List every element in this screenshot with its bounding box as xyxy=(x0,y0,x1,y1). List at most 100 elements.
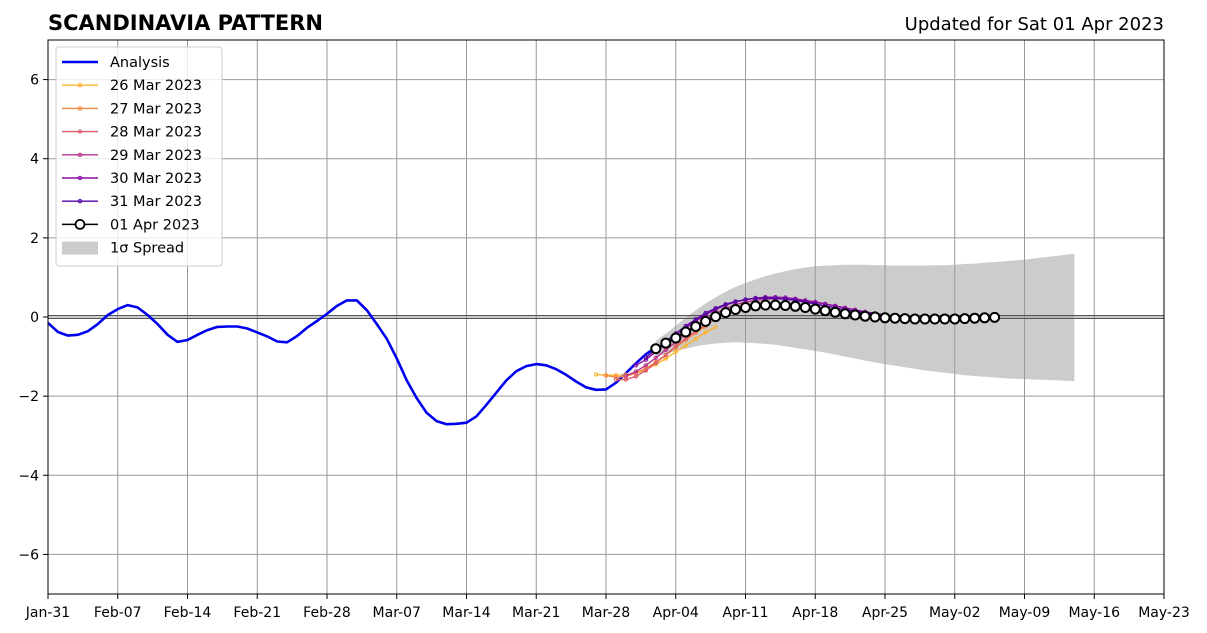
legend-entry-29-mar-2023: 29 Mar 2023 xyxy=(62,148,202,164)
series-point-01-apr-2023-6 xyxy=(710,311,722,323)
series-point-31-mar-2023-7 xyxy=(713,306,718,311)
legend-label: 1σ Spread xyxy=(110,241,184,257)
series-point-01-apr-2023-30 xyxy=(949,313,961,325)
series-point-26-mar-2023-12 xyxy=(713,324,718,330)
legend-entry-1-spread: 1σ Spread xyxy=(62,241,184,257)
legend-items: Analysis 26 Mar 2023 27 Mar 2023 28 Mar 202… xyxy=(62,55,202,257)
series-point-01-apr-2023-5 xyxy=(700,315,712,327)
axis-ticks-layer: Jan-31 Feb-07 Feb-14 Feb-21 Feb-28 Mar-07 Mar-… xyxy=(18,73,1189,621)
series-point-01-apr-2023-16 xyxy=(809,303,821,315)
legend-label: 01 Apr 2023 xyxy=(110,217,200,233)
x-tick-label: Apr-25 xyxy=(862,605,908,621)
series-point-01-apr-2023-8 xyxy=(730,304,741,315)
series-point-01-apr-2023-3 xyxy=(680,326,692,338)
legend-entry-01-apr-2023: 01 Apr 2023 xyxy=(62,217,200,233)
series-point-01-apr-2023-25 xyxy=(899,313,911,325)
legend-label: 31 Mar 2023 xyxy=(110,194,202,210)
series-point-28-mar-2023-3 xyxy=(643,368,649,373)
x-tick-label: Apr-11 xyxy=(722,605,768,621)
chart-title: SCANDINAVIA PATTERN xyxy=(48,11,323,35)
legend-entry-30-mar-2023: 30 Mar 2023 xyxy=(62,171,202,187)
legend-swatch-marker xyxy=(77,199,83,204)
series-point-28-mar-2023-5 xyxy=(663,352,668,358)
series-point-01-apr-2023-4 xyxy=(690,321,702,332)
series-point-01-apr-2023-29 xyxy=(939,313,951,325)
series-point-31-mar-2023-9 xyxy=(733,299,738,304)
legend-entry-28-mar-2023: 28 Mar 2023 xyxy=(62,125,202,141)
legend-label: Analysis xyxy=(110,55,170,71)
series-point-29-mar-2023-2 xyxy=(643,363,649,368)
series-point-01-apr-2023-9 xyxy=(740,302,751,313)
legend-swatch-marker xyxy=(74,218,86,230)
series-point-29-mar-2023-1 xyxy=(633,369,639,374)
legend-swatch-marker xyxy=(77,83,83,88)
series-point-29-mar-2023-0 xyxy=(623,373,629,378)
legend-label: 26 Mar 2023 xyxy=(110,78,202,94)
series-point-01-apr-2023-34 xyxy=(989,311,1001,323)
x-tick-label: May-09 xyxy=(999,605,1051,621)
series-point-01-apr-2023-13 xyxy=(779,300,791,311)
series-point-01-apr-2023-21 xyxy=(859,310,871,322)
x-tick-label: Jan-31 xyxy=(25,605,70,621)
x-tick-label: Feb-28 xyxy=(303,605,351,621)
legend-entry-27-mar-2023: 27 Mar 2023 xyxy=(62,101,202,117)
series-point-01-apr-2023-27 xyxy=(919,313,931,325)
series-point-29-mar-2023-3 xyxy=(653,355,658,360)
y-tick-label: −4 xyxy=(18,468,39,484)
x-tick-label: Mar-07 xyxy=(373,605,421,621)
legend-swatch-spread xyxy=(62,241,98,255)
x-tick-label: Apr-04 xyxy=(653,605,699,621)
series-point-28-mar-2023-2 xyxy=(633,374,639,379)
x-tick-label: Feb-07 xyxy=(94,605,142,621)
x-tick-label: Apr-18 xyxy=(792,605,838,621)
series-point-26-mar-2023-8 xyxy=(673,349,678,354)
series-point-01-apr-2023-31 xyxy=(959,313,971,325)
legend: Analysis 26 Mar 2023 27 Mar 2023 28 Mar 202… xyxy=(55,46,223,267)
series-point-01-apr-2023-14 xyxy=(789,300,801,312)
legend-swatch-marker xyxy=(77,106,83,111)
series-point-01-apr-2023-26 xyxy=(909,313,921,325)
y-tick-label: 6 xyxy=(30,73,39,89)
series-point-01-apr-2023-20 xyxy=(849,309,861,321)
series-point-31-mar-2023-10 xyxy=(743,297,748,302)
series-point-28-mar-2023-6 xyxy=(673,344,678,349)
series-point-01-apr-2023-24 xyxy=(889,312,901,324)
legend-swatch-marker xyxy=(77,175,83,181)
series-point-26-mar-2023-11 xyxy=(703,330,708,335)
y-tick-label: 2 xyxy=(30,231,39,247)
x-tick-label: Mar-21 xyxy=(512,605,560,621)
series-point-01-apr-2023-10 xyxy=(750,300,761,312)
x-tick-label: Mar-28 xyxy=(582,605,630,621)
x-tick-label: Mar-14 xyxy=(442,605,490,621)
legend-label: 28 Mar 2023 xyxy=(110,125,202,141)
series-layer xyxy=(47,295,1001,426)
legend-entry-31-mar-2023: 31 Mar 2023 xyxy=(62,194,202,210)
series-point-01-apr-2023-28 xyxy=(929,313,941,325)
series-point-01-apr-2023-15 xyxy=(799,302,811,313)
series-point-01-apr-2023-33 xyxy=(979,312,991,324)
x-tick-label: May-16 xyxy=(1068,605,1120,621)
x-tick-label: May-02 xyxy=(929,605,981,621)
series-point-01-apr-2023-23 xyxy=(879,312,891,324)
series-point-27-mar-2023-0 xyxy=(603,373,609,378)
series-point-28-mar-2023-0 xyxy=(613,377,619,382)
series-point-31-mar-2023-11 xyxy=(753,296,758,301)
series-point-28-mar-2023-4 xyxy=(653,360,658,366)
series-point-01-apr-2023-17 xyxy=(819,305,831,317)
series-point-01-apr-2023-19 xyxy=(839,308,851,320)
series-analysis xyxy=(47,299,657,426)
series-point-26-mar-2023-0 xyxy=(593,372,599,377)
series-point-01-apr-2023-22 xyxy=(869,311,881,323)
series-point-26-mar-2023-10 xyxy=(693,336,698,341)
series-point-01-apr-2023-11 xyxy=(759,299,771,311)
series-point-31-mar-2023-6 xyxy=(703,310,708,316)
legend-label: 29 Mar 2023 xyxy=(110,148,202,164)
legend-label: 30 Mar 2023 xyxy=(110,171,202,187)
series-point-01-apr-2023-18 xyxy=(829,306,841,318)
x-tick-label: Feb-21 xyxy=(233,605,281,621)
series-point-30-mar-2023-0 xyxy=(633,363,639,368)
legend-entry-26-mar-2023: 26 Mar 2023 xyxy=(62,78,202,94)
series-point-01-apr-2023-1 xyxy=(660,337,672,349)
y-tick-label: −6 xyxy=(18,547,39,563)
